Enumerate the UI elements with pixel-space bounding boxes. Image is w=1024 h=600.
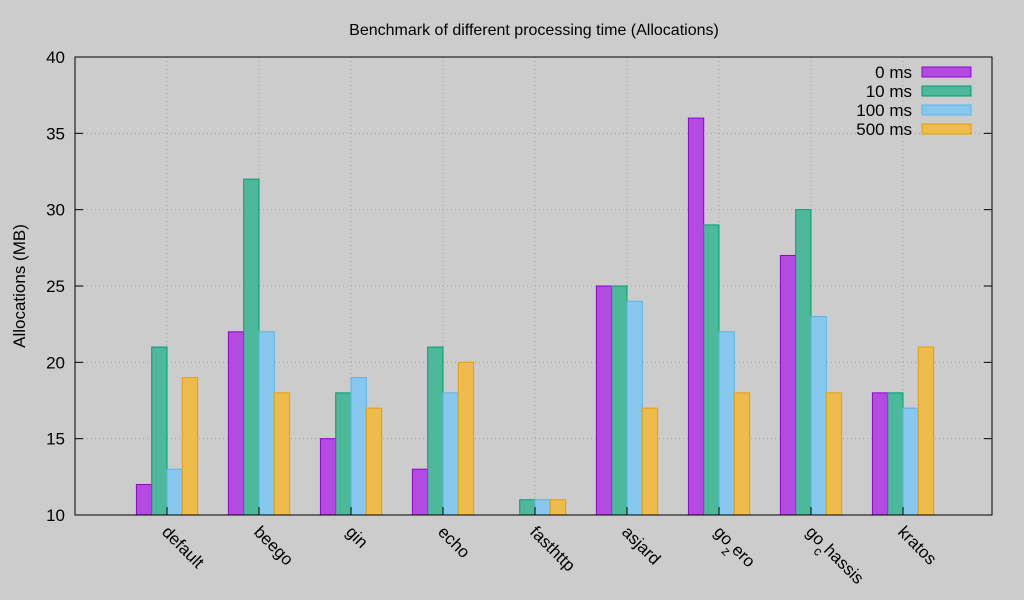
bar-beego-10ms [243,178,260,516]
bar-echo-100ms [442,392,459,516]
bar-fasthttp-10ms [519,499,536,516]
legend-swatch [921,104,972,116]
bar-default-100ms [166,468,183,516]
bar-beego-0ms [227,331,245,516]
bar-go_zero-0ms [687,117,705,516]
bar-echo-10ms [427,346,444,516]
bar-go_zero-10ms [703,224,720,516]
y-tick-label: 40 [46,48,65,67]
bar-go_zero-100ms [718,331,735,516]
bar-fasthttp-100ms [534,499,551,516]
legend-label: 100 ms [856,101,912,120]
bar-kratos-500ms [917,346,935,516]
legend-label: 0 ms [875,63,912,82]
bar-asjard-10ms [611,285,628,516]
legend-label: 10 ms [866,82,912,101]
legend-swatch [921,66,972,78]
legend-swatch [921,85,972,97]
y-tick-label: 10 [46,506,65,525]
bar-gin-0ms [319,438,337,516]
legend-swatch [921,123,972,135]
bar-echo-500ms [457,361,475,516]
bar-fasthttp-500ms [549,499,567,516]
bar-asjard-0ms [595,285,613,516]
plot-frame [74,56,993,516]
bar-beego-500ms [273,392,291,516]
bar-gin-500ms [365,407,383,516]
bar-gin-10ms [335,392,352,516]
y-tick-label: 30 [46,201,65,220]
bar-beego-100ms [258,331,275,516]
y-tick-label: 20 [46,353,65,372]
bar-echo-0ms [411,468,429,516]
bar-go_chassis-10ms [795,209,812,516]
bar-go_chassis-500ms [825,392,843,516]
y-tick-label: 15 [46,430,65,449]
legend-label: 500 ms [856,120,912,139]
y-axis-label: Allocations (MB) [10,224,29,348]
y-tick-label: 25 [46,277,65,296]
bar-default-0ms [135,483,153,516]
bar-go_zero-500ms [733,392,751,516]
y-tick-label: 35 [46,124,65,143]
chart-title: Benchmark of different processing time (… [349,22,719,39]
bar-go_chassis-0ms [779,254,797,516]
bar-default-10ms [151,346,168,516]
bar-default-500ms [181,377,199,516]
bar-kratos-0ms [871,392,889,516]
bar-kratos-100ms [902,407,919,516]
bars [135,117,935,516]
bar-asjard-500ms [641,407,659,516]
bar-asjard-100ms [626,300,643,516]
bar-go_chassis-100ms [810,316,827,516]
bar-kratos-10ms [887,392,904,516]
bar-gin-100ms [350,377,367,516]
